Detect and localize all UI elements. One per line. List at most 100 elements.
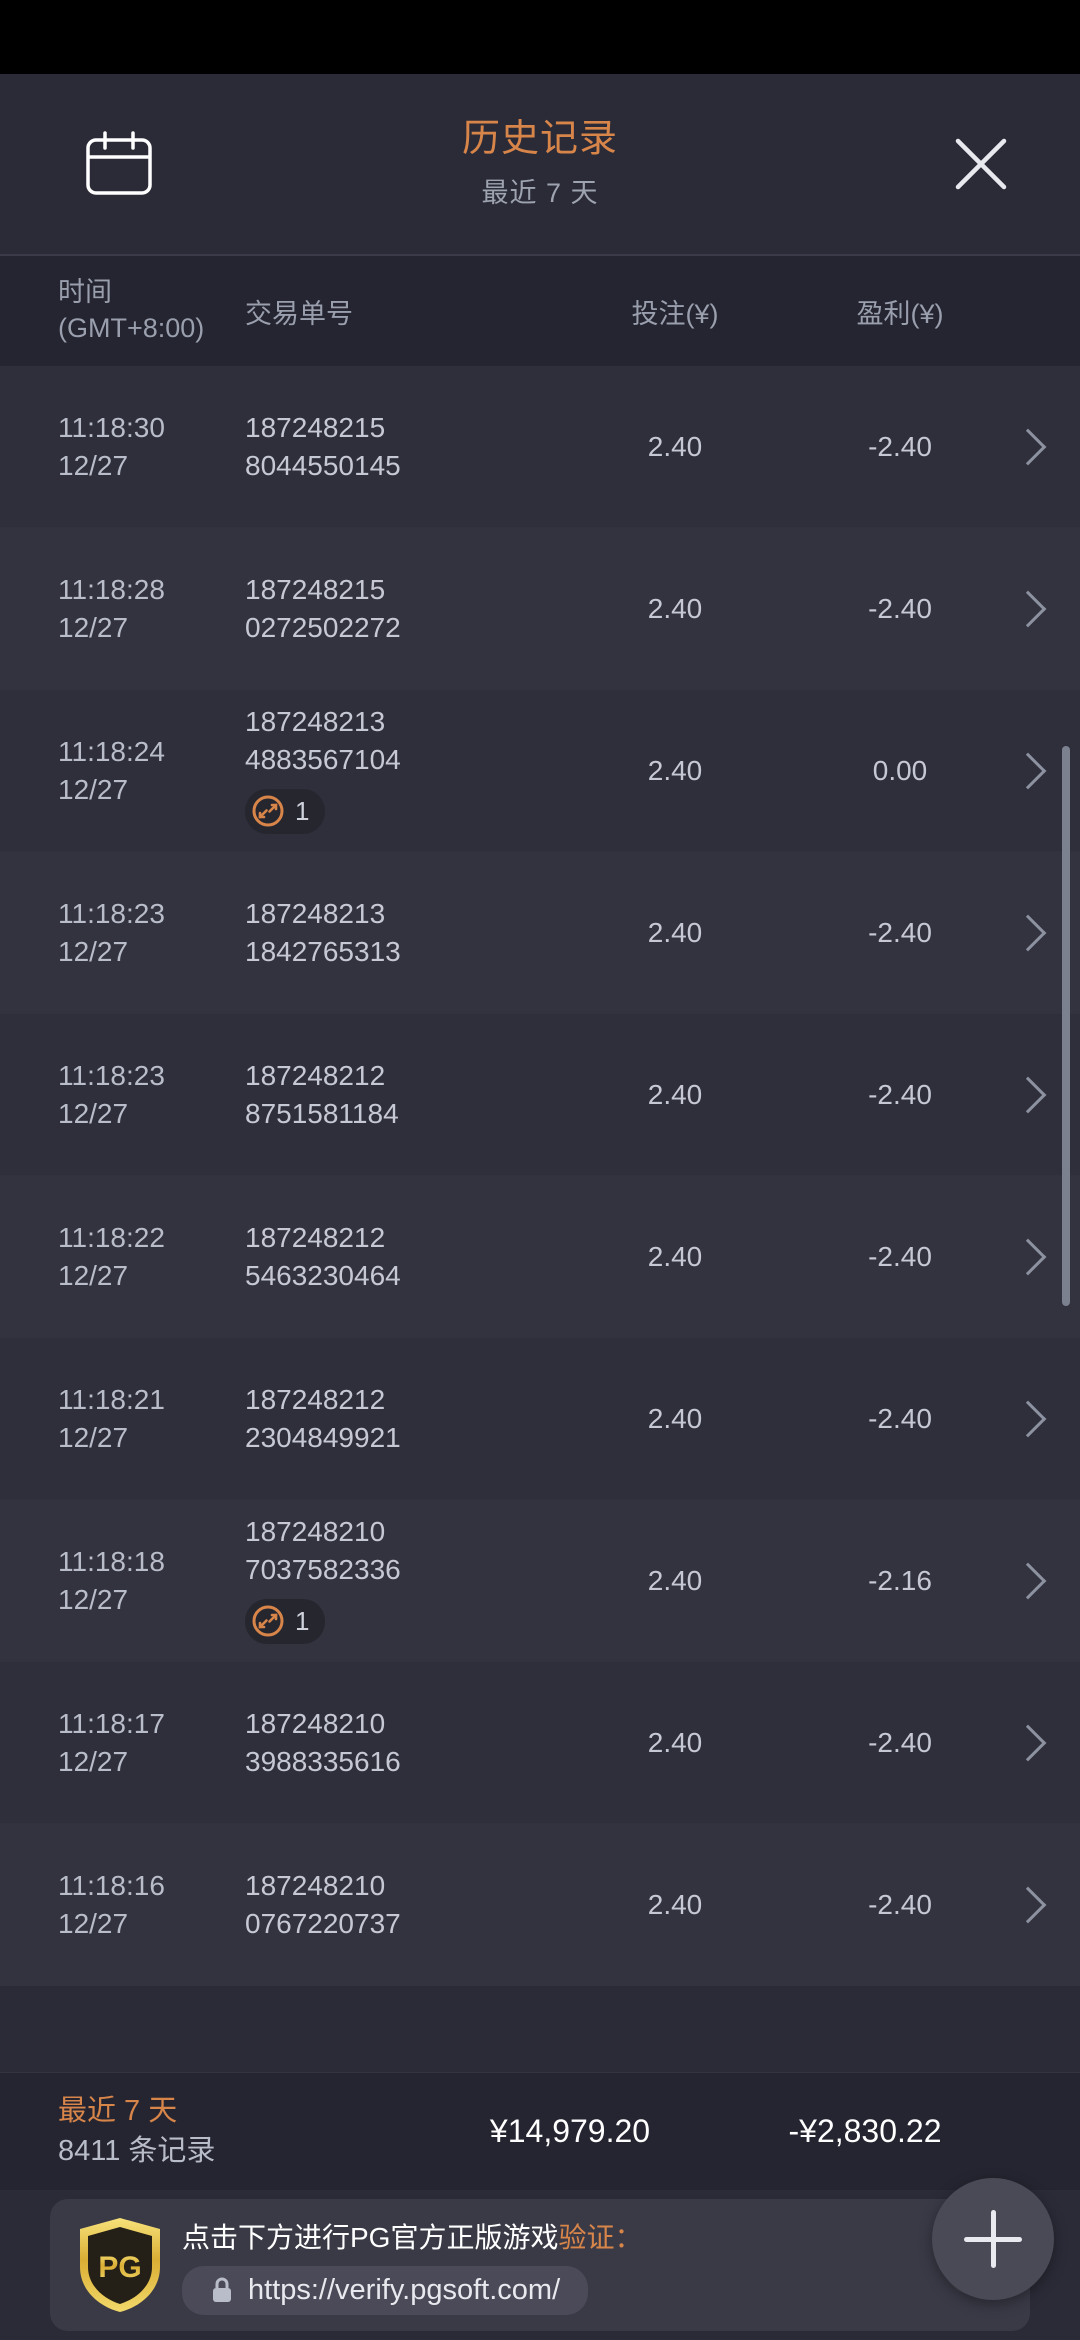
- table-row[interactable]: 11:18:22 12/27 187248212 5463230464 2.40 -2.4…: [0, 1176, 1080, 1338]
- row-bet: 2.40: [647, 1240, 703, 1272]
- plus-icon-vertical: [990, 2210, 996, 2268]
- chevron-right-glyph: [1009, 428, 1047, 465]
- chevron-right-glyph: [1009, 752, 1047, 789]
- column-bet: 投注(¥): [631, 298, 719, 329]
- row-date-value: 12/27: [58, 1583, 129, 1615]
- table-row[interactable]: 11:18:21 12/27 187248212 2304849921 2.40 -2.4…: [0, 1338, 1080, 1500]
- row-detail-chevron-icon[interactable]: [1009, 1562, 1080, 1599]
- row-bet: 2.40: [647, 1888, 703, 1920]
- row-order-bottom: 1842765313: [245, 935, 401, 967]
- row-order-bottom: 0272502272: [245, 611, 401, 643]
- column-time: 时间 (GMT+8:00): [0, 275, 245, 346]
- table-row[interactable]: 11:18:28 12/27 187248215 0272502272 2.40 -2.4…: [0, 528, 1080, 690]
- row-time: 11:18:30 12/27: [0, 409, 245, 485]
- chevron-right-glyph: [1009, 1076, 1047, 1113]
- row-order: 187248212 5463230464: [245, 1219, 565, 1295]
- row-order-bottom: 3988335616: [245, 1745, 401, 1777]
- chevron-right-glyph: [1009, 1886, 1047, 1923]
- table-column-header: 时间 (GMT+8:00) 交易单号 投注(¥) 盈利(¥): [0, 254, 1080, 366]
- column-order: 交易单号: [245, 298, 353, 329]
- free-spin-count: 1: [295, 795, 310, 826]
- row-order: 187248213 4883567104 1: [245, 703, 565, 838]
- row-profit: -2.16: [868, 1564, 932, 1596]
- column-profit: 盈利(¥): [856, 298, 944, 329]
- row-date-value: 12/27: [58, 1259, 129, 1291]
- row-order-top: 187248210: [245, 1869, 386, 1901]
- table-row[interactable]: 11:18:18 12/27 187248210 7037582336 1 2.40 -2.…: [0, 1500, 1080, 1662]
- table-row[interactable]: 11:18:30 12/27 187248215 8044550145 2.40 -2.4…: [0, 366, 1080, 528]
- row-detail-chevron-icon[interactable]: [1009, 1724, 1080, 1761]
- verify-message-colon: ：: [614, 2221, 643, 2253]
- row-date-value: 12/27: [58, 1421, 129, 1453]
- row-time-value: 11:18:23: [58, 1059, 165, 1091]
- vertical-scrollbar[interactable]: [1062, 746, 1070, 1306]
- row-detail-chevron-icon[interactable]: [1009, 1886, 1080, 1923]
- row-time-value: 11:18:16: [58, 1869, 165, 1901]
- transaction-list[interactable]: 11:18:30 12/27 187248215 8044550145 2.40 -2.4…: [0, 366, 1080, 2072]
- row-profit: -2.40: [868, 1240, 932, 1272]
- row-detail-chevron-icon[interactable]: [1009, 1076, 1080, 1113]
- row-detail-chevron-icon[interactable]: [1009, 428, 1080, 465]
- table-row[interactable]: 11:18:24 12/27 187248213 4883567104 1 2.40 0.0…: [0, 690, 1080, 852]
- row-bet: 2.40: [647, 430, 703, 462]
- summary-left: 最近 7 天 8411 条记录: [0, 2092, 420, 2170]
- row-time: 11:18:24 12/27: [0, 733, 245, 809]
- verify-banner[interactable]: PG 点击下方进行PG官方正版游戏验证： https://verify.pgso…: [50, 2199, 1030, 2331]
- row-date-value: 12/27: [58, 1907, 129, 1939]
- verify-url-pill[interactable]: https://verify.pgsoft.com/: [182, 2265, 589, 2315]
- row-detail-chevron-icon[interactable]: [1009, 752, 1080, 789]
- row-detail-chevron-icon[interactable]: [1009, 914, 1080, 951]
- row-time-value: 11:18:22: [58, 1221, 165, 1253]
- row-detail-chevron-icon[interactable]: [1009, 1400, 1080, 1437]
- row-date-value: 12/27: [58, 935, 129, 967]
- close-icon[interactable]: [948, 131, 1014, 197]
- row-order-bottom: 0767220737: [245, 1907, 401, 1939]
- summary-bar: 最近 7 天 8411 条记录 ¥14,979.20 -¥2,830.22: [0, 2072, 1080, 2190]
- row-bet: 2.40: [647, 1402, 703, 1434]
- add-floating-button[interactable]: [932, 2178, 1054, 2300]
- table-row[interactable]: 11:18:23 12/27 187248213 1842765313 2.40 -2.4…: [0, 852, 1080, 1014]
- row-time: 11:18:22 12/27: [0, 1219, 245, 1295]
- row-time-value: 11:18:21: [58, 1383, 165, 1415]
- row-date-value: 12/27: [58, 773, 129, 805]
- summary-count: 8411 条记录: [58, 2134, 216, 2167]
- svg-text:PG: PG: [98, 2251, 141, 2284]
- free-spin-icon: [251, 1604, 285, 1638]
- row-order: 187248212 2304849921: [245, 1381, 565, 1457]
- row-time-value: 11:18:23: [58, 897, 165, 929]
- row-profit: -2.40: [868, 1726, 932, 1758]
- page-title: 历史记录: [461, 117, 618, 160]
- lock-icon: [210, 2276, 234, 2304]
- row-time: 11:18:21 12/27: [0, 1381, 245, 1457]
- status-bar: [0, 0, 1080, 74]
- table-row[interactable]: 11:18:17 12/27 187248210 3988335616 2.40 -2.4…: [0, 1662, 1080, 1824]
- row-time: 11:18:18 12/27: [0, 1543, 245, 1619]
- table-row[interactable]: 11:18:16 12/27 187248210 0767220737 2.40 -2.4…: [0, 1824, 1080, 1986]
- chevron-right-glyph: [1009, 590, 1047, 627]
- row-order-top: 187248213: [245, 706, 386, 738]
- row-time-value: 11:18:28: [58, 573, 165, 605]
- row-profit: -2.40: [868, 1402, 932, 1434]
- row-date-value: 12/27: [58, 1745, 129, 1777]
- calendar-icon[interactable]: [84, 131, 154, 197]
- row-order: 187248215 0272502272: [245, 571, 565, 647]
- free-spin-count: 1: [295, 1605, 310, 1636]
- row-order-top: 187248215: [245, 411, 386, 443]
- row-profit: 0.00: [872, 754, 928, 786]
- row-bet: 2.40: [647, 1078, 703, 1110]
- row-detail-chevron-icon[interactable]: [1009, 590, 1080, 627]
- verify-message-plain: 点击下方进行PG官方正版游戏: [182, 2221, 559, 2253]
- summary-range: 最近 7 天: [58, 2095, 178, 2128]
- table-row[interactable]: 11:18:23 12/27 187248212 8751581184 2.40 -2.4…: [0, 1014, 1080, 1176]
- row-time: 11:18:23 12/27: [0, 895, 245, 971]
- row-order-bottom: 4883567104: [245, 743, 401, 775]
- panel-header: 历史记录 最近 7 天: [0, 74, 1080, 254]
- row-detail-chevron-icon[interactable]: [1009, 1238, 1080, 1275]
- page-subtitle: 最近 7 天: [481, 178, 599, 209]
- row-order: 187248212 8751581184: [245, 1057, 565, 1133]
- row-time-value: 11:18:17: [58, 1707, 165, 1739]
- row-order-bottom: 7037582336: [245, 1553, 401, 1585]
- row-profit: -2.40: [868, 916, 932, 948]
- row-date-value: 12/27: [58, 449, 129, 481]
